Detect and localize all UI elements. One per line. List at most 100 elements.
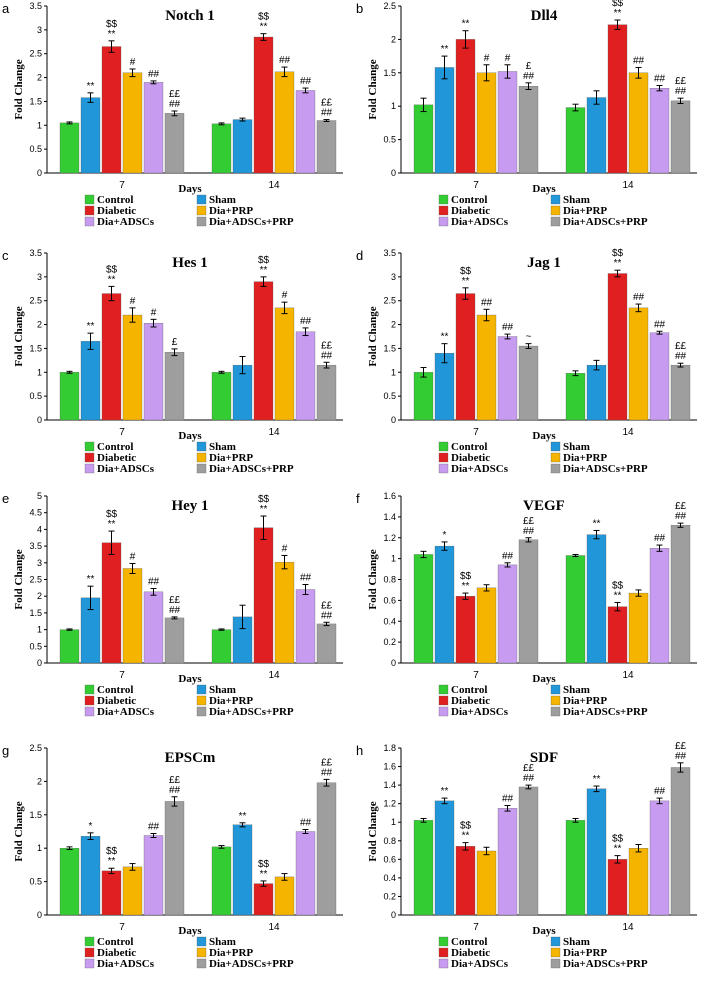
significance-label: ** xyxy=(239,811,247,822)
bar-c-14-dia-plus-adscs-plus-prp xyxy=(316,364,337,421)
bar-e-7-dia-plus-prp xyxy=(122,568,143,664)
significance-label: $$ xyxy=(258,255,270,266)
legend-label: Dia+ADSCs+PRP xyxy=(209,958,294,970)
significance-label: ££ xyxy=(169,595,181,606)
significance-label: ## xyxy=(321,610,333,621)
y-tick-label: 2.5 xyxy=(29,575,42,585)
legend-swatch xyxy=(438,194,449,205)
legend-swatch xyxy=(196,936,207,947)
significance-label: $$ xyxy=(612,248,624,259)
x-tick-label: 14 xyxy=(268,922,280,933)
legend-swatch xyxy=(84,695,95,706)
legend-label: Dia+ADSCs xyxy=(97,958,155,970)
y-tick-label: 1.5 xyxy=(383,343,396,353)
significance-label: * xyxy=(89,821,93,832)
y-tick-label: 1 xyxy=(37,843,42,853)
significance-label: $$ xyxy=(460,821,472,832)
legend-swatch xyxy=(550,695,561,706)
significance-label: $$ xyxy=(258,12,270,23)
bar-f-7-dia-plus-adscs-plus-prp xyxy=(518,539,539,664)
bar-d-7-dia-plus-adscs-plus-prp xyxy=(518,345,539,421)
significance-label: ** xyxy=(108,856,116,867)
y-tick-label: 1.5 xyxy=(29,343,42,353)
significance-label: * xyxy=(443,530,447,541)
significance-label: ## xyxy=(169,605,181,616)
bar-f-14-sham xyxy=(586,534,607,664)
significance-label: $$ xyxy=(106,264,118,275)
significance-label: ££ xyxy=(321,757,333,768)
legend-swatch xyxy=(438,463,449,474)
bar-e-7-dia-plus-adscs-plus-prp xyxy=(164,617,185,664)
legend-swatch xyxy=(84,441,95,452)
significance-label: ** xyxy=(614,8,622,19)
bar-h-7-diabetic xyxy=(455,846,476,916)
y-tick-label: 0.2 xyxy=(383,891,396,901)
y-axis-label: Fold Change xyxy=(13,549,25,609)
legend-swatch xyxy=(550,441,561,452)
significance-label: $$ xyxy=(258,859,270,870)
panel-letter: a xyxy=(2,1,10,16)
significance-label: ## xyxy=(523,773,535,784)
bar-b-14-sham xyxy=(586,97,607,174)
panel-letter: d xyxy=(356,248,363,263)
legend-swatch xyxy=(196,947,207,958)
y-tick-label: 0.6 xyxy=(383,854,396,864)
significance-label: ** xyxy=(614,844,622,855)
significance-label: ## xyxy=(523,71,535,82)
y-tick-label: 1.5 xyxy=(29,608,42,618)
y-tick-label: 0.4 xyxy=(383,616,396,626)
legend-label: Dia+PRP xyxy=(209,452,253,464)
panel-letter: g xyxy=(2,743,9,758)
bar-c-7-diabetic xyxy=(101,293,122,421)
significance-label: ## xyxy=(279,55,291,66)
legend-swatch xyxy=(196,684,207,695)
bar-f-7-control xyxy=(413,554,434,664)
legend-swatch xyxy=(84,936,95,947)
significance-label: ** xyxy=(260,504,268,515)
significance-label: $$ xyxy=(258,494,270,505)
bar-h-7-dia-plus-adscs-plus-prp xyxy=(518,786,539,916)
y-tick-label: 0.6 xyxy=(383,595,396,605)
bar-c-14-control xyxy=(211,372,232,421)
legend-label: Sham xyxy=(209,684,236,696)
y-tick-label: 3.5 xyxy=(383,248,396,258)
legend-swatch xyxy=(84,463,95,474)
significance-label: ** xyxy=(87,574,95,585)
legend-swatch xyxy=(84,452,95,463)
bar-d-14-control xyxy=(565,373,586,421)
y-tick-label: 0 xyxy=(391,658,396,668)
significance-label: ££ xyxy=(321,98,333,109)
legend-label: Diabetic xyxy=(451,947,490,959)
bar-d-7-control xyxy=(413,372,434,421)
significance-label: ## xyxy=(633,292,645,303)
bar-c-7-dia-plus-adscs-plus-prp xyxy=(164,352,185,421)
legend-label: Dia+ADSCs xyxy=(451,706,509,718)
legend-label: Dia+ADSCs+PRP xyxy=(563,463,648,475)
significance-label: ## xyxy=(300,573,312,584)
y-tick-label: 3 xyxy=(37,25,42,35)
y-tick-label: 1 xyxy=(37,120,42,130)
significance-label: ££ xyxy=(675,741,687,752)
bar-g-14-dia-plus-adscs xyxy=(295,831,316,916)
significance-label: ## xyxy=(654,319,666,330)
significance-label: ## xyxy=(148,577,160,588)
bar-g-7-sham xyxy=(80,836,101,916)
legend-label: Dia+ADSCs+PRP xyxy=(563,706,648,718)
significance-label: ## xyxy=(300,817,312,828)
panel-letter: c xyxy=(2,248,9,263)
legend-swatch xyxy=(438,205,449,216)
significance-label: ** xyxy=(441,332,449,343)
x-tick-label: 7 xyxy=(473,922,479,933)
legend-label: Diabetic xyxy=(451,695,490,707)
legend-label: Diabetic xyxy=(451,205,490,217)
bar-g-7-dia-plus-adscs-plus-prp xyxy=(164,801,185,916)
chart-title: Hes 1 xyxy=(172,255,207,271)
significance-label: ## xyxy=(502,322,514,333)
bar-e-14-dia-plus-adscs-plus-prp xyxy=(316,623,337,664)
panel-letter: f xyxy=(356,491,360,506)
significance-label: ££ xyxy=(675,341,687,352)
y-tick-label: 0.2 xyxy=(383,637,396,647)
y-tick-label: 1.4 xyxy=(383,780,396,790)
significance-label: ## xyxy=(481,297,493,308)
